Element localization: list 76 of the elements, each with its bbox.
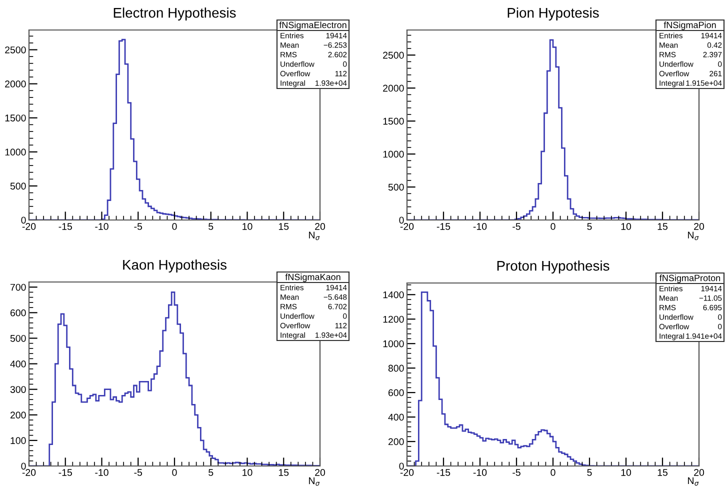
x-tick-label: -5 (512, 223, 520, 230)
y-tick-label: 100 (10, 437, 26, 444)
x-tick-label: 0 (550, 223, 556, 230)
y-tick-label: 2000 (383, 84, 404, 92)
x-axis-title: N$_{σ}$ (688, 477, 699, 486)
x-tick-label: -5 (512, 469, 520, 476)
text: fNSigmaProton (660, 274, 720, 283)
y-tick-label: 1400 (383, 291, 404, 298)
text: fNSigmaElectron (279, 22, 346, 30)
y-tick-label: 0 (21, 462, 26, 470)
x-tick-label: -15 (436, 469, 450, 476)
y-tick-label: 2500 (383, 52, 404, 59)
y-tick-label: 200 (388, 438, 404, 446)
y-tick-label: 0 (399, 462, 404, 470)
x-tick-label: -20 (22, 223, 36, 230)
y-tick-label: 600 (388, 389, 404, 396)
y-tick-label: 1000 (5, 148, 26, 156)
x-tick-label: -10 (473, 223, 487, 230)
x-tick-label: 0 (550, 469, 556, 476)
x-tick-label: 5 (587, 469, 592, 476)
x-tick-label: -20 (400, 469, 414, 476)
y-tick-label: 600 (10, 309, 26, 316)
x-tick-label: 10 (242, 469, 252, 476)
x-tick-label: -10 (95, 469, 108, 476)
y-tick-label: 1000 (383, 150, 404, 158)
y-tick-label: 0 (21, 216, 26, 224)
y-tick-label: 400 (10, 360, 26, 368)
y-tick-label: 500 (10, 182, 26, 190)
x-tick-label: -20 (22, 469, 36, 476)
y-tick-label: 300 (10, 386, 26, 393)
chart-title: Kaon Hypothesis (123, 260, 226, 272)
x-tick-label: -15 (58, 469, 72, 476)
text: fNSigmaKaon (285, 274, 340, 282)
y-tick-label: 0 (399, 216, 404, 224)
chart-title: Proton Hypothesis (497, 260, 610, 274)
x-tick-label: 0 (172, 469, 177, 476)
x-tick-label: 10 (621, 223, 632, 230)
y-tick-label: 800 (388, 364, 404, 372)
x-axis-title: N$_{σ}$ (309, 232, 320, 240)
x-tick-label: 5 (208, 223, 214, 230)
chart-title: Pion Hypotesis (508, 8, 599, 20)
y-tick-label: 500 (388, 184, 404, 191)
x-tick-label: 15 (658, 223, 668, 230)
y-tick-label: 1500 (5, 114, 26, 122)
x-axis-title: N$_{σ}$ (309, 477, 320, 486)
x-tick-label: 10 (621, 469, 632, 476)
x-tick-label: -20 (400, 223, 414, 230)
x-tick-label: -10 (95, 223, 108, 230)
text: fNSigmaPion (664, 22, 716, 30)
x-tick-label: 10 (242, 223, 252, 230)
y-tick-label: 1000 (383, 340, 404, 348)
y-tick-label: 1200 (383, 316, 404, 323)
y-tick-label: 2000 (5, 80, 26, 88)
x-tick-label: 20 (694, 223, 704, 230)
y-tick-label: 1500 (383, 118, 404, 125)
x-tick-label: 20 (315, 469, 326, 476)
y-tick-label: 400 (388, 414, 404, 421)
x-tick-label: -5 (134, 469, 142, 476)
x-tick-label: 20 (694, 469, 704, 476)
x-tick-label: 15 (278, 223, 289, 230)
x-tick-label: -15 (58, 223, 72, 230)
x-axis-title: N$_{σ}$ (688, 232, 699, 240)
y-tick-label: 200 (10, 412, 26, 419)
y-tick-label: 500 (10, 334, 26, 342)
y-tick-label: 700 (10, 284, 26, 291)
x-tick-label: 20 (315, 223, 326, 230)
x-tick-label: 15 (658, 469, 668, 476)
x-tick-label: 5 (587, 223, 592, 230)
y-tick-label: 2500 (5, 46, 26, 54)
x-tick-label: 5 (208, 469, 214, 476)
x-tick-label: -10 (473, 469, 487, 476)
x-tick-label: -15 (436, 223, 450, 230)
x-tick-label: 15 (278, 469, 289, 476)
chart-title: Electron Hypothesis (114, 8, 236, 20)
x-tick-label: -5 (134, 223, 142, 230)
x-tick-label: 0 (172, 223, 177, 230)
